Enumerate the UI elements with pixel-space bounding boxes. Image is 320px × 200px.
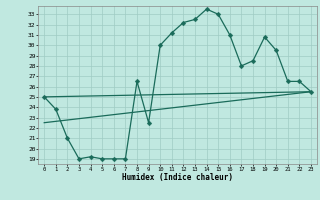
- X-axis label: Humidex (Indice chaleur): Humidex (Indice chaleur): [122, 173, 233, 182]
